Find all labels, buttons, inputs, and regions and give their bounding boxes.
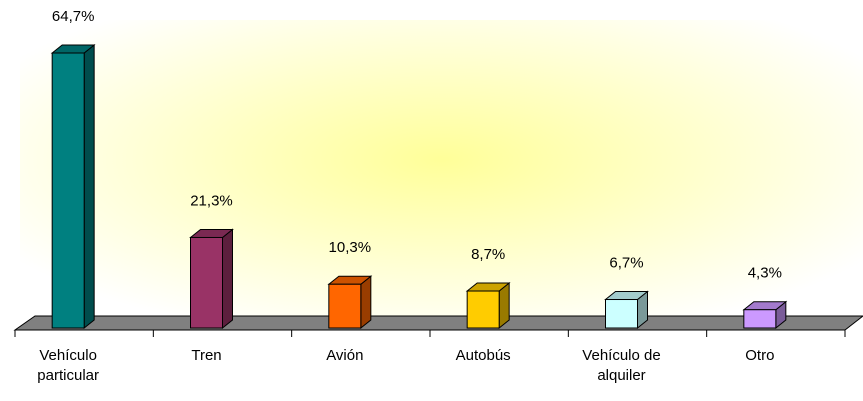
- plot-area: [20, 20, 863, 330]
- x-tick-label: Avión: [326, 347, 364, 364]
- bar-front: [743, 309, 777, 329]
- bar: [465, 281, 511, 330]
- value-label: 10,3%: [329, 239, 372, 256]
- bar-side: [222, 228, 233, 330]
- bar: [50, 43, 96, 330]
- value-label: 6,7%: [609, 254, 643, 271]
- bar-front: [328, 283, 362, 329]
- x-tick-label: Vehículo particular: [37, 347, 99, 384]
- x-tick-label: Autobús: [455, 347, 511, 364]
- bar-side: [83, 43, 95, 330]
- floor: [13, 315, 863, 331]
- bar-side: [360, 275, 372, 330]
- x-tick-label: Otro: [745, 347, 775, 364]
- x-tick-label: Tren: [191, 347, 222, 364]
- value-label: 8,7%: [471, 246, 505, 263]
- bar: [327, 275, 373, 330]
- value-label: 4,3%: [748, 265, 782, 282]
- bar: [742, 300, 788, 330]
- bar-front: [51, 52, 85, 329]
- bar: [189, 228, 234, 330]
- value-label: 21,3%: [190, 192, 233, 209]
- bar-front: [190, 236, 223, 329]
- value-label: 64,7%: [52, 8, 95, 25]
- bar-front: [466, 290, 500, 329]
- bar-front: [605, 299, 638, 329]
- x-tick-label: Vehículo de alquiler: [582, 347, 661, 384]
- bar: [604, 290, 649, 330]
